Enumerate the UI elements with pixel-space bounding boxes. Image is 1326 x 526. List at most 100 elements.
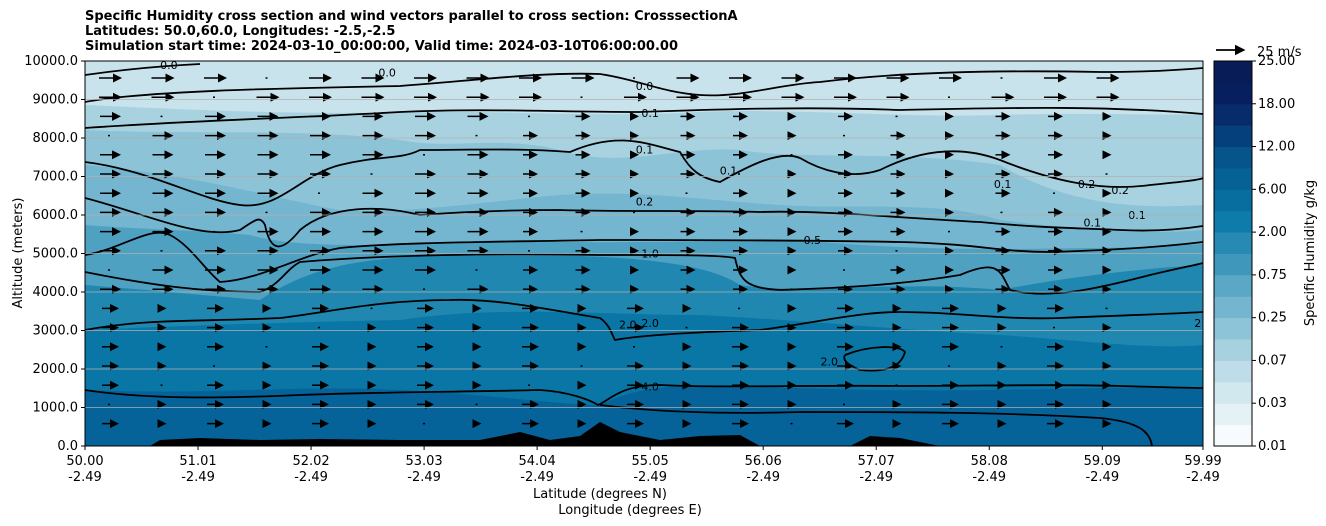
y-axis: 0.0 1000.0 2000.0 3000.0 4000.0 5000.0 6000.0 7…: [24, 54, 85, 454]
colorbar-segment: [1214, 125, 1252, 148]
chart-title-line-3: Simulation start time: 2024-03-10_00:00:…: [85, 39, 678, 54]
colorbar-segment: [1214, 82, 1252, 105]
y-tick-label: 2000.0: [33, 362, 79, 377]
colorbar-segment: [1214, 360, 1252, 383]
contour-label: 0.2: [1111, 184, 1129, 197]
colorbar-segment: [1214, 146, 1252, 169]
colorbar-segment: [1214, 274, 1252, 297]
contour-label: 2.0: [619, 319, 637, 332]
contour-label: 2.0: [1194, 317, 1212, 330]
x-axis-label-latitude: Latitude (degrees N): [533, 487, 667, 502]
contour-label: 0.5: [804, 234, 822, 247]
contour-label: 0.1: [1083, 217, 1101, 230]
colorbar-tick-label: 0.75: [1258, 268, 1287, 283]
x-tick-label-lat: 50.00: [66, 454, 103, 469]
x-tick-label-lon: -2.49: [1085, 470, 1119, 485]
x-tick-label-lon: -2.49: [972, 470, 1006, 485]
y-tick-label: 0.0: [57, 439, 78, 454]
x-tick-label-lat: 51.01: [179, 454, 216, 469]
colorbar-tick-label: 2.00: [1258, 225, 1287, 240]
x-tick-label-lon: -2.49: [407, 470, 441, 485]
contour-label: 1.0: [641, 248, 659, 261]
y-tick-label: 7000.0: [33, 170, 79, 185]
contour-1.0: [85, 253, 1203, 295]
chart-title-line-1: Specific Humidity cross section and wind…: [85, 9, 738, 24]
contour-0.0-a: [85, 67, 1203, 103]
colorbar-segment: [1214, 424, 1252, 447]
humidity-band-40: [85, 385, 1203, 446]
contour-label: 4.0: [641, 380, 659, 393]
x-axis: 50.00-2.4951.01-2.4952.02-2.4953.03-2.49…: [66, 446, 1222, 485]
contour-4.0-b: [599, 404, 1153, 446]
colorbar: 0.01 0.03 0.07 0.25 0.75 2.00 6.00 12.00 18.00 25…: [1213, 54, 1295, 454]
x-tick-label-lat: 58.08: [971, 454, 1008, 469]
x-tick-label-lat: 52.02: [292, 454, 329, 469]
x-tick-label-lat: 56.06: [745, 454, 782, 469]
chart-title-line-2: Latitudes: 50.0,60.0, Longitudes: -2.5,-…: [85, 24, 396, 39]
contour-label: 0.0: [160, 59, 178, 72]
x-tick-label-lon: -2.49: [1186, 470, 1220, 485]
contour-0.1-a: [85, 106, 1203, 129]
x-tick-label-lon: -2.49: [181, 470, 215, 485]
colorbar-tick-label: 0.01: [1258, 439, 1287, 454]
x-tick-label-lon: -2.49: [520, 470, 554, 485]
contour-label: 0.1: [1128, 209, 1146, 222]
terrain: [150, 422, 940, 446]
contour-0.2: [85, 197, 1203, 248]
x-tick-label-lon: -2.49: [68, 470, 102, 485]
contour-label: 0.2: [636, 196, 654, 209]
colorbar-tick-label: 12.00: [1258, 140, 1295, 155]
y-tick-label: 5000.0: [33, 247, 79, 262]
colorbar-segment: [1214, 103, 1252, 126]
colorbar-segment: [1214, 61, 1252, 83]
contour-label: 2.0: [820, 355, 838, 368]
contour-0.0-b: [85, 63, 201, 76]
colorbar-tick-label: 0.25: [1258, 311, 1287, 326]
y-tick-label: 3000.0: [33, 324, 79, 339]
y-tick-label: 6000.0: [33, 208, 79, 223]
colorbar-segment: [1214, 167, 1252, 190]
contour-labels: 0.00.00.00.10.10.10.10.20.2 0.20.10.10.51…: [160, 59, 1212, 393]
contour-4.0: [85, 384, 1203, 407]
contour-lines: [85, 63, 1203, 446]
y-tick-label: 4000.0: [33, 285, 79, 300]
contour-label: 0.1: [994, 178, 1012, 191]
colorbar-tick-label: 0.03: [1258, 396, 1287, 411]
y-tick-label: 1000.0: [33, 401, 79, 416]
colorbar-label: Specific Humidity g/kg: [1303, 180, 1318, 326]
colorbar-segment: [1214, 317, 1252, 340]
x-tick-label-lat: 59.99: [1184, 454, 1221, 469]
contour-label: 0.1: [636, 144, 654, 157]
x-tick-label-lon: -2.49: [294, 470, 328, 485]
colorbar-frame: [1213, 60, 1253, 447]
contour-label: 2.0: [641, 317, 659, 330]
contour-label: 0.1: [641, 107, 659, 120]
x-tick-label-lat: 59.09: [1084, 454, 1121, 469]
colorbar-segment: [1214, 339, 1252, 361]
y-tick-label: 9000.0: [33, 93, 79, 108]
x-tick-label-lat: 57.07: [858, 454, 895, 469]
colorbar-segment: [1214, 381, 1252, 404]
colorbar-segment: [1214, 232, 1252, 254]
contour-label: 0.1: [720, 165, 738, 178]
y-tick-label: 8000.0: [33, 131, 79, 146]
x-tick-label-lat: 53.03: [405, 454, 442, 469]
contour-label: 0.0: [636, 80, 654, 93]
y-axis-label: Altitude (meters): [11, 198, 26, 309]
x-tick-label-lon: -2.49: [633, 470, 667, 485]
contour-label: 0.2: [1078, 178, 1096, 191]
horizontal-grid: [85, 99, 1203, 408]
colorbar-segment: [1214, 210, 1252, 233]
colorbar-segment: [1214, 253, 1252, 276]
x-tick-label-lon: -2.49: [746, 470, 780, 485]
x-tick-label-lat: 55.05: [632, 454, 669, 469]
colorbar-tick-label: 0.07: [1258, 353, 1287, 368]
colorbar-tick-label: 6.00: [1258, 182, 1287, 197]
x-tick-label-lon: -2.49: [859, 470, 893, 485]
wind-vectors: [99, 73, 1120, 429]
y-tick-label: 10000.0: [24, 54, 78, 69]
colorbar-segment: [1214, 189, 1252, 212]
colorbar-tick-label: 25.00: [1258, 54, 1295, 69]
wind-reference-label: 25 m/s: [1257, 45, 1302, 60]
